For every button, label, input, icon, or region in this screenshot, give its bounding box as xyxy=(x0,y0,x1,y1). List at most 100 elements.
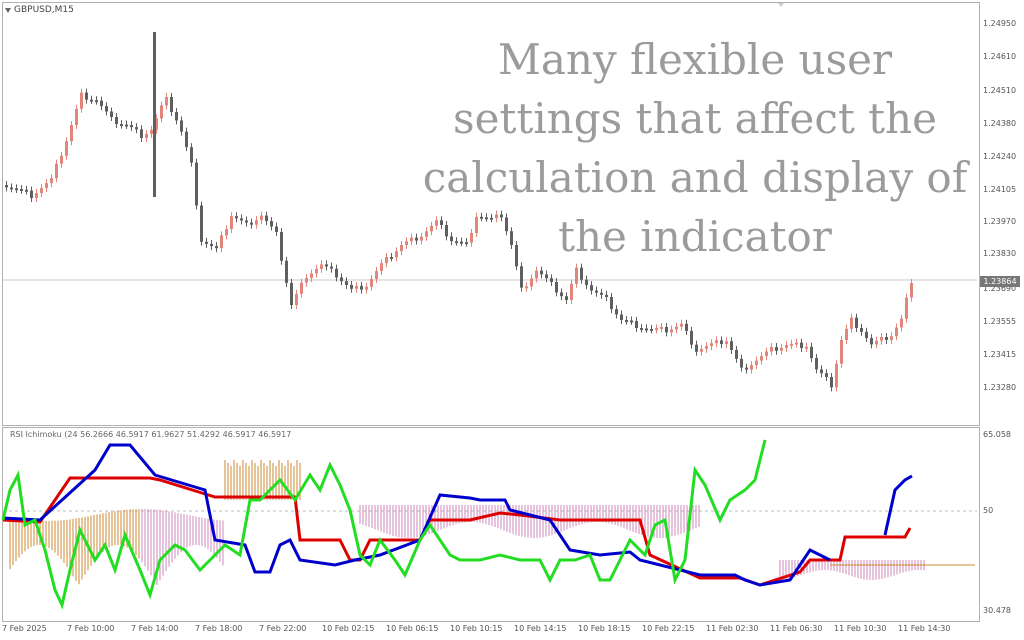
candle-body xyxy=(650,328,653,331)
candle-body xyxy=(360,285,363,290)
candle-body xyxy=(795,342,798,345)
price-tick-label: 1.23280 xyxy=(983,383,1017,392)
candle-body xyxy=(545,274,548,279)
candle-body xyxy=(640,328,643,330)
candle-body xyxy=(565,296,568,300)
candle-body xyxy=(575,267,578,284)
candle-body xyxy=(153,32,156,197)
time-tick-label: 10 Feb 18:15 xyxy=(578,624,631,633)
candle-body xyxy=(605,294,608,297)
candle-body xyxy=(730,341,733,350)
candle-body xyxy=(480,216,483,219)
candle-body xyxy=(10,187,13,190)
candle-body xyxy=(255,220,258,225)
candle-body xyxy=(580,267,583,280)
candle-body xyxy=(355,285,358,289)
candle-body xyxy=(220,235,223,249)
candle-body xyxy=(80,92,83,109)
candle-body xyxy=(530,278,533,287)
candle-body xyxy=(320,264,323,269)
candle-body xyxy=(165,97,168,106)
candle-body xyxy=(645,328,648,331)
candle-body xyxy=(55,163,58,179)
candle-body xyxy=(710,343,713,347)
candle-body xyxy=(555,282,558,293)
candle-body xyxy=(520,266,523,288)
tenkan-line xyxy=(2,443,831,587)
promo-line-3: calculation and display of xyxy=(422,153,968,202)
candle-body xyxy=(820,369,823,374)
time-tick-label: 7 Feb 18:00 xyxy=(195,624,243,633)
price-tick-label: 1.23970 xyxy=(983,217,1017,226)
symbol-dropdown-icon[interactable] xyxy=(5,8,11,13)
candle-body xyxy=(720,340,723,345)
time-tick-label: 10 Feb 14:15 xyxy=(514,624,567,633)
candle-body xyxy=(880,337,883,341)
candle-body xyxy=(470,233,473,243)
indicator-title: RSI Ichimoku (24 56.2666 46.5917 61.9627… xyxy=(10,430,292,439)
promo-line-1: Many flexible user xyxy=(497,35,893,84)
candle-body xyxy=(495,214,498,219)
candle-body xyxy=(35,193,38,198)
candle-body xyxy=(310,273,313,278)
candle-body xyxy=(250,222,253,225)
candle-body xyxy=(50,178,53,184)
candle-body xyxy=(585,279,588,286)
candle-body xyxy=(205,241,208,244)
time-tick-label: 10 Feb 06:15 xyxy=(386,624,439,633)
candle-body xyxy=(405,241,408,245)
candle-body xyxy=(60,155,63,164)
candle-body xyxy=(690,330,693,345)
candle-body xyxy=(430,225,433,232)
price-tick-label: 1.24380 xyxy=(983,119,1017,128)
candle-body xyxy=(400,245,403,252)
candle-body xyxy=(505,217,508,232)
time-tick-label: 11 Feb 06:30 xyxy=(770,624,823,633)
time-tick-label: 7 Feb 2025 xyxy=(2,624,47,633)
candle-body xyxy=(490,217,493,220)
candle-body xyxy=(225,229,228,236)
candle-body xyxy=(665,327,668,333)
candle-body xyxy=(590,285,593,291)
candle-body xyxy=(515,245,518,267)
candle-body xyxy=(840,340,843,364)
candle-body xyxy=(345,281,348,285)
candle-body xyxy=(440,220,443,225)
candle-body xyxy=(20,189,23,191)
indicator-tick-label: 30.478 xyxy=(983,606,1011,615)
time-tick-label: 10 Feb 10:15 xyxy=(450,624,503,633)
candle-body xyxy=(465,242,468,245)
candle-body xyxy=(750,365,753,370)
candle-body xyxy=(790,343,793,346)
time-tick-label: 11 Feb 14:30 xyxy=(898,624,951,633)
candle-body xyxy=(910,283,913,298)
candle-body xyxy=(65,141,68,156)
candle-body xyxy=(235,216,238,219)
promo-line-4: the indicator xyxy=(558,212,832,261)
price-chart-panel[interactable] xyxy=(2,2,978,424)
candle-body xyxy=(185,131,188,148)
candle-body xyxy=(510,231,513,245)
candle-body xyxy=(120,124,123,127)
candle-body xyxy=(335,268,338,278)
candlesticks xyxy=(5,32,913,392)
candle-body xyxy=(70,125,73,142)
candle-body xyxy=(410,237,413,242)
candle-body xyxy=(45,183,48,189)
candle-body xyxy=(760,356,763,361)
candle-body xyxy=(435,220,438,226)
symbol-label[interactable]: GBPUSD,M15 xyxy=(14,5,74,15)
candle-body xyxy=(715,340,718,344)
candle-body xyxy=(265,215,268,222)
candle-body xyxy=(825,373,828,377)
candle-body xyxy=(705,346,708,349)
candle-body xyxy=(190,147,193,163)
candle-body xyxy=(145,133,148,138)
candle-body xyxy=(210,243,213,247)
candle-body xyxy=(450,236,453,242)
candle-body xyxy=(685,323,688,331)
candle-body xyxy=(95,100,98,103)
candle-body xyxy=(860,328,863,332)
candle-body xyxy=(245,220,248,223)
indicator-panel[interactable] xyxy=(2,427,978,620)
